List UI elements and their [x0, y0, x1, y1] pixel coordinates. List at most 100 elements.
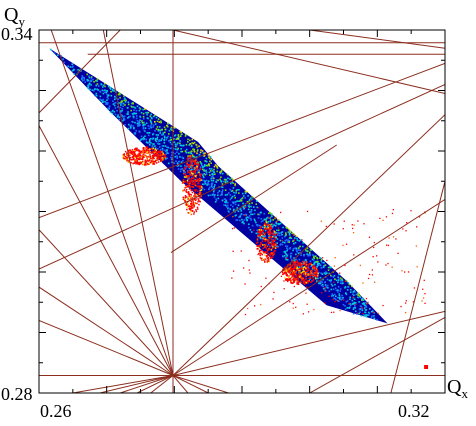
- tune-point: [173, 141, 176, 143]
- tune-point: [180, 148, 182, 150]
- tune-point: [285, 258, 287, 261]
- tune-point: [301, 271, 304, 273]
- tune-point: [324, 281, 326, 283]
- tune-point: [298, 272, 300, 274]
- tune-point: [190, 155, 192, 157]
- tune-point: [144, 152, 146, 154]
- tune-point: [292, 271, 295, 273]
- tune-point: [232, 205, 234, 208]
- tune-point: [154, 145, 156, 147]
- tune-point: [188, 188, 191, 190]
- tune-point: [173, 126, 176, 129]
- tune-point: [151, 145, 154, 148]
- tune-point: [155, 140, 158, 143]
- tune-point: [257, 253, 259, 256]
- tune-point: [154, 161, 156, 163]
- tune-point: [277, 245, 279, 248]
- tune-point: [405, 302, 407, 304]
- tune-point: [158, 140, 161, 142]
- tune-point: [141, 158, 143, 160]
- tune-point: [145, 148, 148, 151]
- tune-point: [199, 189, 201, 192]
- tune-point: [198, 145, 200, 148]
- tune-point: [270, 242, 273, 244]
- tune-point: [184, 196, 187, 199]
- tune-point: [153, 153, 155, 156]
- tune-point: [307, 269, 309, 271]
- tune-point: [405, 312, 407, 314]
- tune-point: [144, 127, 147, 129]
- tune-point: [188, 175, 190, 178]
- tune-point: [194, 184, 196, 186]
- tune-point: [254, 219, 256, 222]
- tune-point: [322, 287, 325, 290]
- tune-point: [269, 241, 271, 244]
- tune-point: [235, 190, 238, 192]
- tune-point: [304, 272, 306, 274]
- tune-point: [235, 214, 237, 216]
- tune-point: [135, 158, 138, 160]
- tune-point: [359, 305, 362, 307]
- tune-point: [170, 143, 173, 146]
- tune-point: [158, 139, 161, 141]
- resonance-line-16: [136, 375, 174, 393]
- tune-point: [313, 269, 316, 271]
- tune-point: [203, 173, 205, 175]
- tune-point: [178, 152, 180, 155]
- tune-point: [300, 272, 302, 274]
- tune-point: [188, 167, 191, 169]
- tune-point: [104, 82, 106, 85]
- tune-point: [92, 78, 94, 81]
- tune-point: [327, 266, 330, 269]
- tune-point: [250, 210, 253, 213]
- tune-point: [209, 170, 212, 172]
- tune-point: [356, 292, 359, 295]
- tune-point: [201, 183, 204, 186]
- tune-point: [191, 185, 193, 188]
- tune-point: [274, 244, 277, 246]
- tune-point: [271, 248, 274, 250]
- tune-point: [264, 251, 267, 253]
- tune-point: [286, 278, 288, 280]
- tune-point: [138, 162, 140, 164]
- tune-point: [88, 76, 91, 79]
- tune-point: [137, 121, 140, 124]
- tune-point: [170, 147, 172, 149]
- tune-point: [274, 244, 277, 247]
- tune-point: [158, 126, 161, 128]
- tune-point: [337, 286, 340, 288]
- tune-point: [402, 228, 404, 230]
- tune-point: [152, 149, 154, 151]
- tune-point: [249, 272, 251, 274]
- tune-point: [186, 175, 188, 177]
- tune-point: [199, 174, 201, 176]
- tune-point: [295, 264, 297, 266]
- tune-point: [303, 279, 306, 282]
- tune-point: [309, 275, 312, 277]
- tune-point: [416, 226, 418, 228]
- tune-point: [305, 267, 307, 269]
- tune-point: [161, 159, 164, 161]
- tune-point: [319, 282, 321, 285]
- tune-point: [230, 190, 233, 192]
- tune-point: [280, 275, 283, 277]
- tune-point: [106, 90, 108, 92]
- tune-point: [144, 135, 146, 137]
- tune-point: [184, 173, 187, 175]
- tune-point: [213, 177, 215, 180]
- tune-point: [304, 248, 307, 251]
- tune-point: [260, 218, 263, 220]
- tune-point: [332, 299, 334, 301]
- tune-point: [289, 230, 291, 232]
- tune-point: [364, 311, 367, 314]
- tune-point: [405, 300, 407, 302]
- tune-point: [323, 265, 325, 267]
- tune-point: [219, 194, 222, 197]
- tune-point: [268, 233, 270, 236]
- tune-point: [156, 138, 158, 140]
- tune-point: [187, 155, 189, 157]
- tune-point: [122, 116, 124, 118]
- tune-point: [145, 146, 148, 148]
- tune-point: [199, 173, 202, 175]
- tune-point: [290, 255, 292, 257]
